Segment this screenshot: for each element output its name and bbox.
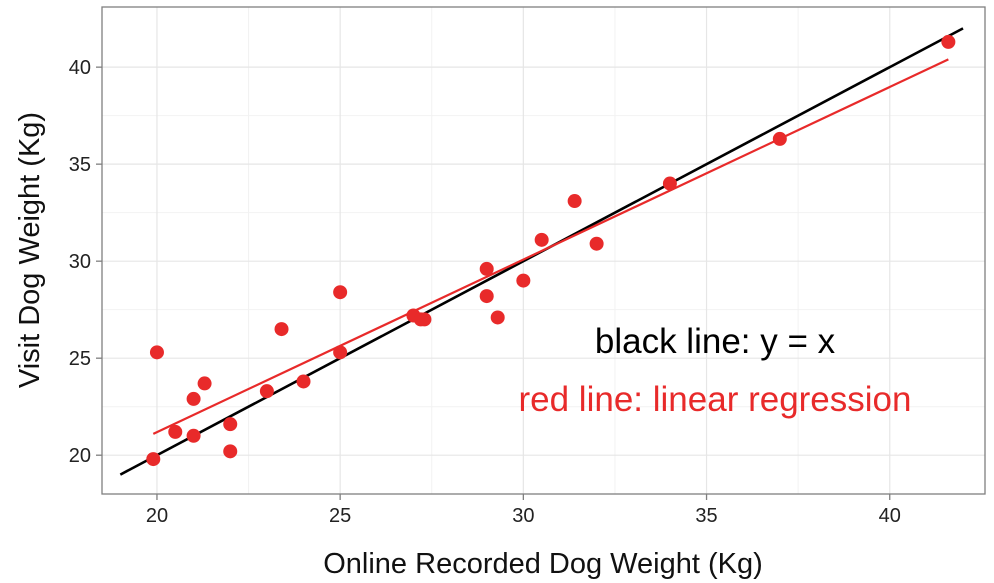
x-axis-ticks: 20 25 30 35 40	[146, 494, 901, 527]
y-axis-ticks: 20 25 30 35 40	[69, 57, 102, 467]
data-point	[197, 376, 212, 391]
data-points	[146, 34, 956, 467]
data-point	[772, 131, 787, 146]
x-tick-label: 30	[512, 505, 534, 527]
major-grid	[102, 7, 985, 494]
data-point	[490, 310, 505, 325]
y-tick-label: 20	[69, 445, 91, 467]
data-point	[149, 345, 164, 360]
data-point	[567, 194, 582, 209]
data-point	[223, 444, 238, 459]
data-point	[479, 261, 494, 276]
data-point	[186, 391, 201, 406]
minor-grid	[102, 7, 985, 494]
data-point	[259, 384, 274, 399]
data-point	[168, 424, 183, 439]
x-axis-title: Online Recorded Dog Weight (Kg)	[323, 548, 763, 580]
data-point	[417, 312, 432, 327]
data-point	[479, 289, 494, 304]
x-tick-label: 35	[695, 505, 717, 527]
y-tick-label: 35	[69, 154, 91, 176]
data-point	[223, 417, 238, 432]
data-point	[516, 273, 531, 288]
data-point	[534, 232, 549, 247]
data-point	[662, 176, 677, 191]
data-point	[274, 322, 289, 337]
annotation-black-line: black line: y = x	[595, 322, 836, 361]
reference-lines	[119, 27, 964, 476]
y-axis-title: Visit Dog Weight (Kg)	[14, 112, 46, 388]
plot-border	[101, 6, 986, 495]
data-point	[146, 452, 161, 467]
data-point	[296, 374, 311, 389]
annotation-red-line: red line: linear regression	[519, 380, 912, 419]
y-tick-label: 40	[69, 57, 91, 79]
y-tick-label: 30	[69, 251, 91, 273]
y-tick-label: 25	[69, 348, 91, 370]
data-point	[333, 285, 348, 300]
x-tick-label: 40	[879, 505, 901, 527]
data-point	[186, 428, 201, 443]
data-point	[333, 345, 348, 360]
x-tick-label: 25	[329, 505, 351, 527]
data-point	[941, 34, 956, 49]
data-point	[589, 236, 604, 251]
x-tick-label: 20	[146, 505, 168, 527]
regression-line	[152, 58, 949, 435]
